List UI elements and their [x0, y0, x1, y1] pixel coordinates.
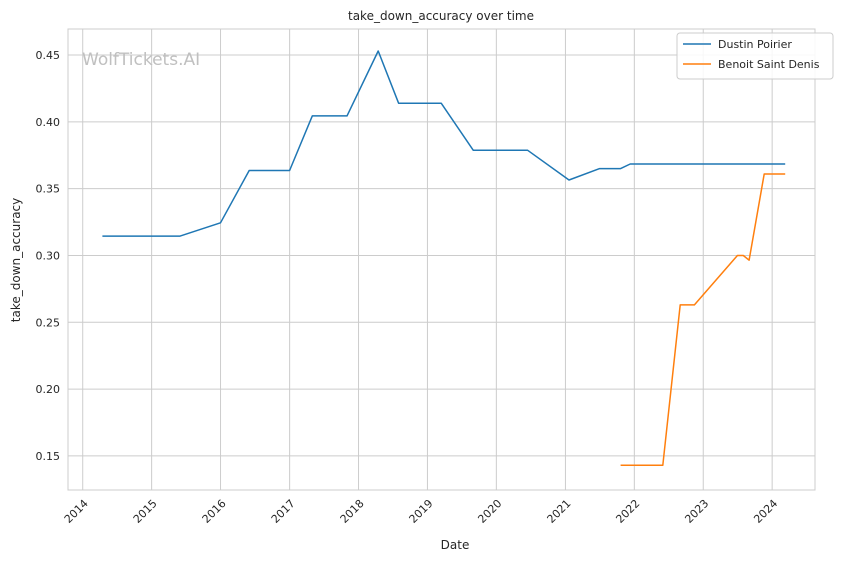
x-tick-label: 2023: [682, 497, 711, 526]
x-tick-label: 2024: [751, 497, 780, 526]
y-tick-label: 0.30: [36, 249, 61, 262]
y-axis-label: take_down_accuracy: [9, 198, 23, 322]
y-tick-label: 0.20: [36, 383, 61, 396]
series-line-benoit-saint-denis: [620, 173, 786, 467]
x-tick-label: 2021: [545, 497, 574, 526]
y-axis-ticks: 0.15 0.20 0.25 0.30 0.35 0.40 0.45: [36, 49, 61, 463]
x-axis-ticks: 2014 2015 2016 2017 2018 2019 2020 2021 2022 2023…: [62, 497, 780, 526]
y-tick-label: 0.15: [36, 450, 61, 463]
legend: Dustin Poirier Benoit Saint Denis: [676, 32, 834, 80]
y-tick-label: 0.25: [36, 316, 61, 329]
x-tick-label: 2014: [62, 497, 91, 526]
x-tick-label: 2016: [200, 497, 229, 526]
watermark: WolfTickets.AI: [82, 50, 200, 70]
x-tick-label: 2018: [338, 497, 367, 526]
series-layer: [102, 50, 786, 467]
x-tick-label: 2017: [269, 497, 298, 526]
grid-lines: [68, 29, 815, 490]
legend-label-benoit-saint-denis: Benoit Saint Denis: [718, 58, 820, 71]
series-line-dustin-poirier: [102, 50, 786, 237]
x-tick-label: 2015: [131, 497, 160, 526]
x-tick-label: 2022: [613, 497, 642, 526]
legend-label-dustin-poirier: Dustin Poirier: [718, 38, 792, 51]
legend-box: [676, 32, 834, 80]
x-tick-label: 2020: [475, 497, 504, 526]
x-axis-label: Date: [441, 538, 470, 552]
y-tick-label: 0.40: [36, 116, 61, 129]
y-tick-label: 0.35: [36, 183, 61, 196]
plot-area: [67, 28, 816, 491]
x-tick-label: 2019: [407, 497, 436, 526]
chart-title: take_down_accuracy over time: [348, 9, 534, 23]
y-tick-label: 0.45: [36, 49, 61, 62]
